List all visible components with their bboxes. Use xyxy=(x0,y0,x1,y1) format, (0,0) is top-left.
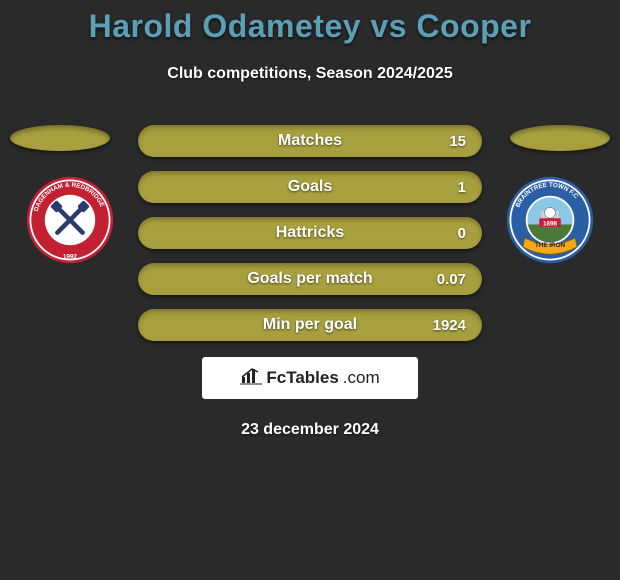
stat-value-right: 1 xyxy=(458,171,466,203)
right-club-badge: THE IRON 1898 BRAINTREE TOWN F.C xyxy=(505,175,595,265)
stat-row: Goals per match 0.07 xyxy=(138,263,482,295)
stat-value-right: 15 xyxy=(449,125,466,157)
right-player-oval xyxy=(510,125,610,151)
page-title: Harold Odametey vs Cooper xyxy=(0,0,620,45)
stat-value-right: 0.07 xyxy=(437,263,466,295)
left-club-badge: DAGENHAM & REDBRIDGE 1992 xyxy=(25,175,115,265)
svg-text:1898: 1898 xyxy=(543,220,558,227)
branding-suffix: .com xyxy=(343,368,380,388)
stat-value-right: 0 xyxy=(458,217,466,249)
subtitle: Club competitions, Season 2024/2025 xyxy=(0,65,620,83)
stat-label: Hattricks xyxy=(276,224,344,242)
chart-icon xyxy=(240,367,262,390)
branding-name: FcTables xyxy=(266,368,338,388)
stats-area: DAGENHAM & REDBRIDGE 1992 THE IRON 1898 xyxy=(0,125,620,439)
stat-value-right: 1924 xyxy=(433,309,466,341)
stat-row: Goals 1 xyxy=(138,171,482,203)
stat-row: Min per goal 1924 xyxy=(138,309,482,341)
stat-label: Min per goal xyxy=(263,316,357,334)
stat-label: Goals xyxy=(288,178,332,196)
left-player-oval xyxy=(10,125,110,151)
stat-label: Matches xyxy=(278,132,342,150)
date-text: 23 december 2024 xyxy=(0,421,620,439)
svg-text:1992: 1992 xyxy=(63,254,78,261)
stat-label: Goals per match xyxy=(247,270,372,288)
branding-badge: FcTables.com xyxy=(202,357,418,399)
stat-rows: Matches 15 Goals 1 Hattricks 0 Goals per… xyxy=(138,125,482,341)
svg-text:THE IRON: THE IRON xyxy=(535,242,566,249)
stat-row: Hattricks 0 xyxy=(138,217,482,249)
stat-row: Matches 15 xyxy=(138,125,482,157)
